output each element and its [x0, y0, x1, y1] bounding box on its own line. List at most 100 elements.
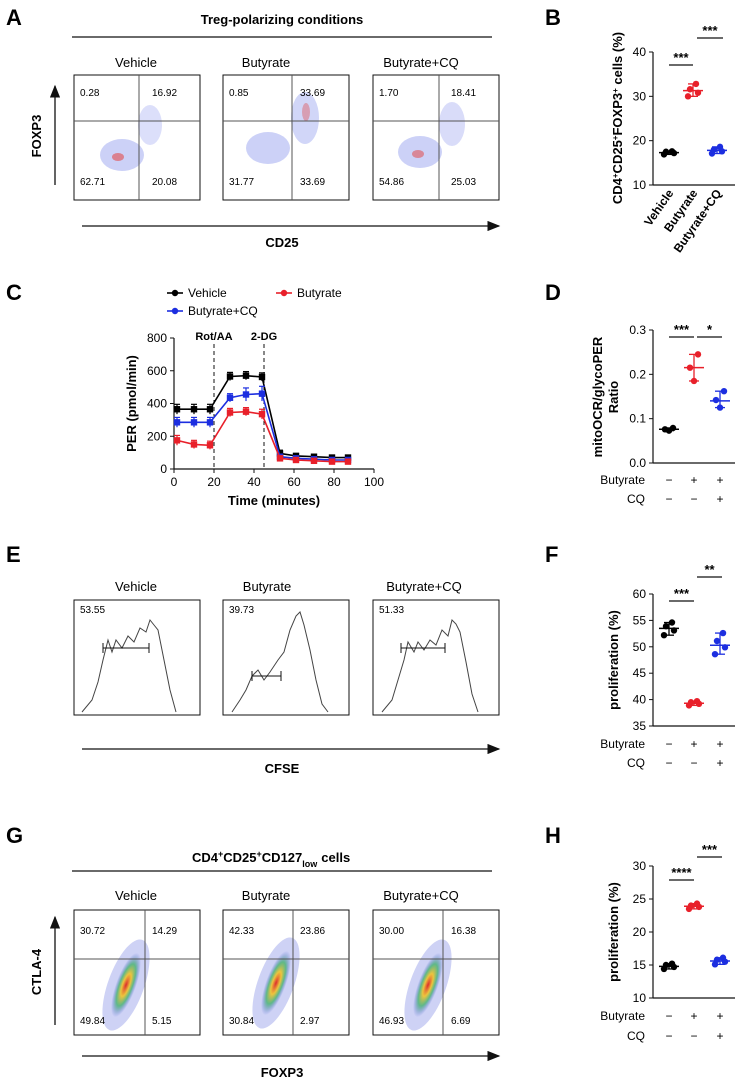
chart-B-point — [710, 146, 718, 153]
panel-g-quad-ll-3: 46.93 — [379, 1016, 404, 1027]
chart-B-point — [662, 148, 670, 155]
panel-g-y-axis-title: CTLA-4 — [29, 948, 44, 995]
chart-F-ytick-label: 50 — [633, 640, 647, 654]
chart-c: 0 200 400 600 800 0 20 40 60 80 100 Time (minutes) P… — [124, 286, 384, 508]
chart-B-point — [692, 80, 700, 88]
panel-g-title-cells: cells — [321, 850, 350, 865]
chart-D-point — [712, 396, 720, 404]
chart-c-point — [190, 406, 198, 413]
chart-D-point — [720, 387, 728, 395]
panel-letter-g: G — [6, 823, 23, 848]
panel-a-quad-ur-3: 18.41 — [451, 88, 476, 99]
chart-F-point — [668, 619, 676, 626]
chart-b-ylabel-part: CD25 — [610, 140, 625, 173]
panel-e-histogram-butyrate-cq — [372, 599, 500, 716]
panel-a-quad-ul-1: 0.28 — [80, 88, 100, 99]
panel-g-quad-ur-3: 16.38 — [451, 926, 476, 937]
panel-g-title: CD4+CD25+CD127low cells — [192, 849, 350, 869]
panel-a-quad-ur-1: 16.92 — [152, 88, 177, 99]
significance-label: ** — [704, 562, 715, 577]
chart-c-point — [226, 394, 234, 401]
chart-F-point — [721, 644, 729, 651]
chart-D-ytick-label: 0.1 — [629, 412, 646, 426]
chart-F-point — [719, 629, 727, 637]
panel-g-flow-plot-butyrate — [222, 909, 350, 1036]
panel-a-title: Treg-polarizing conditions — [201, 12, 364, 27]
chart-c-legend-marker — [171, 307, 179, 315]
chart-c-point — [258, 373, 266, 381]
chart-c-injection-label: Rot/AA — [195, 331, 232, 343]
chart-c-ytick-label: 800 — [147, 331, 167, 345]
chart-b-ylabel-sup: + — [611, 135, 620, 140]
treatment-sign: − — [665, 1009, 672, 1023]
panel-g-flow-plot-vehicle — [73, 909, 201, 1036]
chart-F-point — [693, 697, 701, 705]
panel-a-flow-plot-vehicle — [73, 74, 201, 201]
panel-g-quad-ur-1: 14.29 — [152, 926, 177, 937]
chart-F-point — [660, 631, 668, 639]
chart-c-point — [242, 372, 250, 379]
chart-c-injection-label: 2-DG — [251, 331, 277, 343]
chart-B-ytick-label: 40 — [633, 45, 647, 59]
treatment-row-cq: CQ — [627, 492, 645, 506]
panel-letter-e: E — [6, 542, 21, 567]
panel-a-x-axis-title: CD25 — [265, 235, 298, 250]
panel-g-quad-lr-2: 2.97 — [300, 1016, 320, 1027]
chart-H-ytick-label: 25 — [633, 892, 647, 906]
panel-a-quad-ll-1: 62.71 — [80, 177, 105, 188]
chart-c-point — [242, 391, 250, 398]
panel-g-title-cd4: CD4 — [192, 850, 219, 865]
chart-f-y-axis-title: proliferation (%) — [606, 610, 621, 710]
panel-g-quad-ll-1: 49.84 — [80, 1016, 105, 1027]
chart-d-y-axis-title: mitoOCR/glycoPER — [590, 336, 605, 457]
panel-g-quad-ul-3: 30.00 — [379, 926, 404, 937]
treatment-sign: + — [690, 473, 697, 487]
panel-a-quad-ur-2: 33.69 — [300, 88, 325, 99]
panel-g-quad-ll-2: 30.84 — [229, 1016, 254, 1027]
chart-c-point — [258, 390, 266, 397]
panel-a-y-axis-title: FOXP3 — [29, 115, 44, 158]
significance-label: *** — [702, 842, 718, 857]
chart-D-point — [661, 426, 669, 433]
panel-letter-f: F — [545, 542, 558, 567]
panel-g-quad-ul-1: 30.72 — [80, 926, 105, 937]
panel-g-title-cd127: CD127 — [262, 850, 302, 865]
chart-d-y-axis-title-line2: Ratio — [606, 381, 621, 414]
panel-g-flow-plot-butyrate-cq — [372, 909, 500, 1036]
chart-D-point — [716, 404, 724, 411]
chart-b-ylabel-part: CD4 — [610, 177, 625, 204]
chart-c-y-axis-title: PER (pmol/min) — [124, 355, 139, 452]
chart-c-series-line — [176, 410, 348, 463]
chart-D-point — [690, 377, 698, 385]
panel-a-quad-lr-3: 25.03 — [451, 177, 476, 188]
panel-e-value-1: 53.55 — [80, 605, 105, 616]
treatment-sign: + — [690, 1009, 697, 1023]
chart-c-point — [226, 373, 234, 380]
chart-c-ytick-label: 200 — [147, 429, 167, 443]
treatment-sign: + — [716, 1029, 723, 1043]
panel-e-histogram-butyrate — [222, 599, 350, 716]
chart-c-point — [276, 450, 284, 457]
panel-e-sample-label-3: Butyrate+CQ — [386, 579, 462, 594]
chart-H-point — [687, 902, 695, 909]
treatment-row-cq: CQ — [627, 756, 645, 770]
chart-b-ylabel-part: cells (%) — [610, 32, 625, 88]
panel-a-quad-ll-3: 54.86 — [379, 177, 404, 188]
panel-e-x-axis-title: CFSE — [265, 761, 300, 776]
treatment-sign: − — [665, 737, 672, 751]
panel-letter-h: H — [545, 823, 561, 848]
chart-c-legend-label: Butyrate — [297, 286, 342, 300]
chart-F-ytick-label: 45 — [633, 666, 647, 680]
chart-c-point — [173, 406, 181, 413]
chart-c-legend-marker — [171, 289, 179, 297]
chart-c-point — [173, 419, 181, 426]
chart-h-y-axis-title: proliferation (%) — [606, 882, 621, 982]
panel-g-quad-lr-3: 6.69 — [451, 1016, 471, 1027]
chart-D-point — [686, 364, 694, 371]
chart-H-ytick-label: 30 — [633, 859, 647, 873]
chart-H-ytick-label: 20 — [633, 925, 647, 939]
chart-D-ytick-label: 0.0 — [629, 456, 646, 470]
panel-letter-a: A — [6, 5, 22, 30]
